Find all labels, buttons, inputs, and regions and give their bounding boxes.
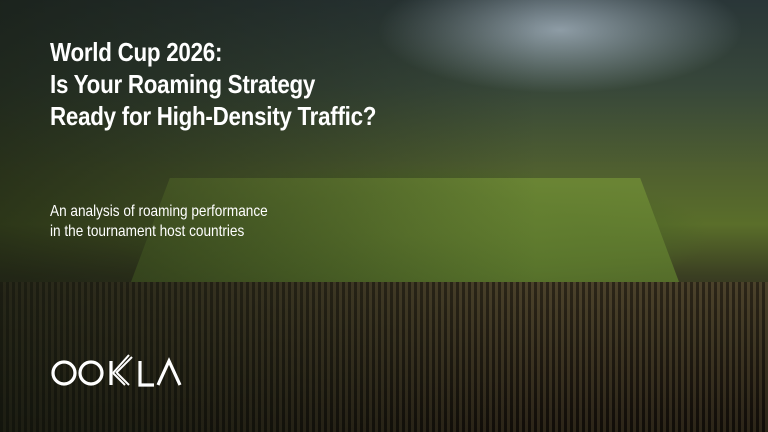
headline-line: World Cup 2026: <box>50 37 223 67</box>
headline-line: Is Your Roaming Strategy <box>50 69 316 99</box>
headline-line: Ready for High-Density Traffic? <box>50 101 377 131</box>
subtitle-line: in the tournament host countries <box>50 223 245 240</box>
headline: World Cup 2026: Is Your Roaming Strategy… <box>50 36 376 132</box>
ookla-logo <box>51 354 182 387</box>
subtitle-line: An analysis of roaming performance <box>50 203 268 220</box>
subtitle: An analysis of roaming performance in th… <box>50 202 268 242</box>
